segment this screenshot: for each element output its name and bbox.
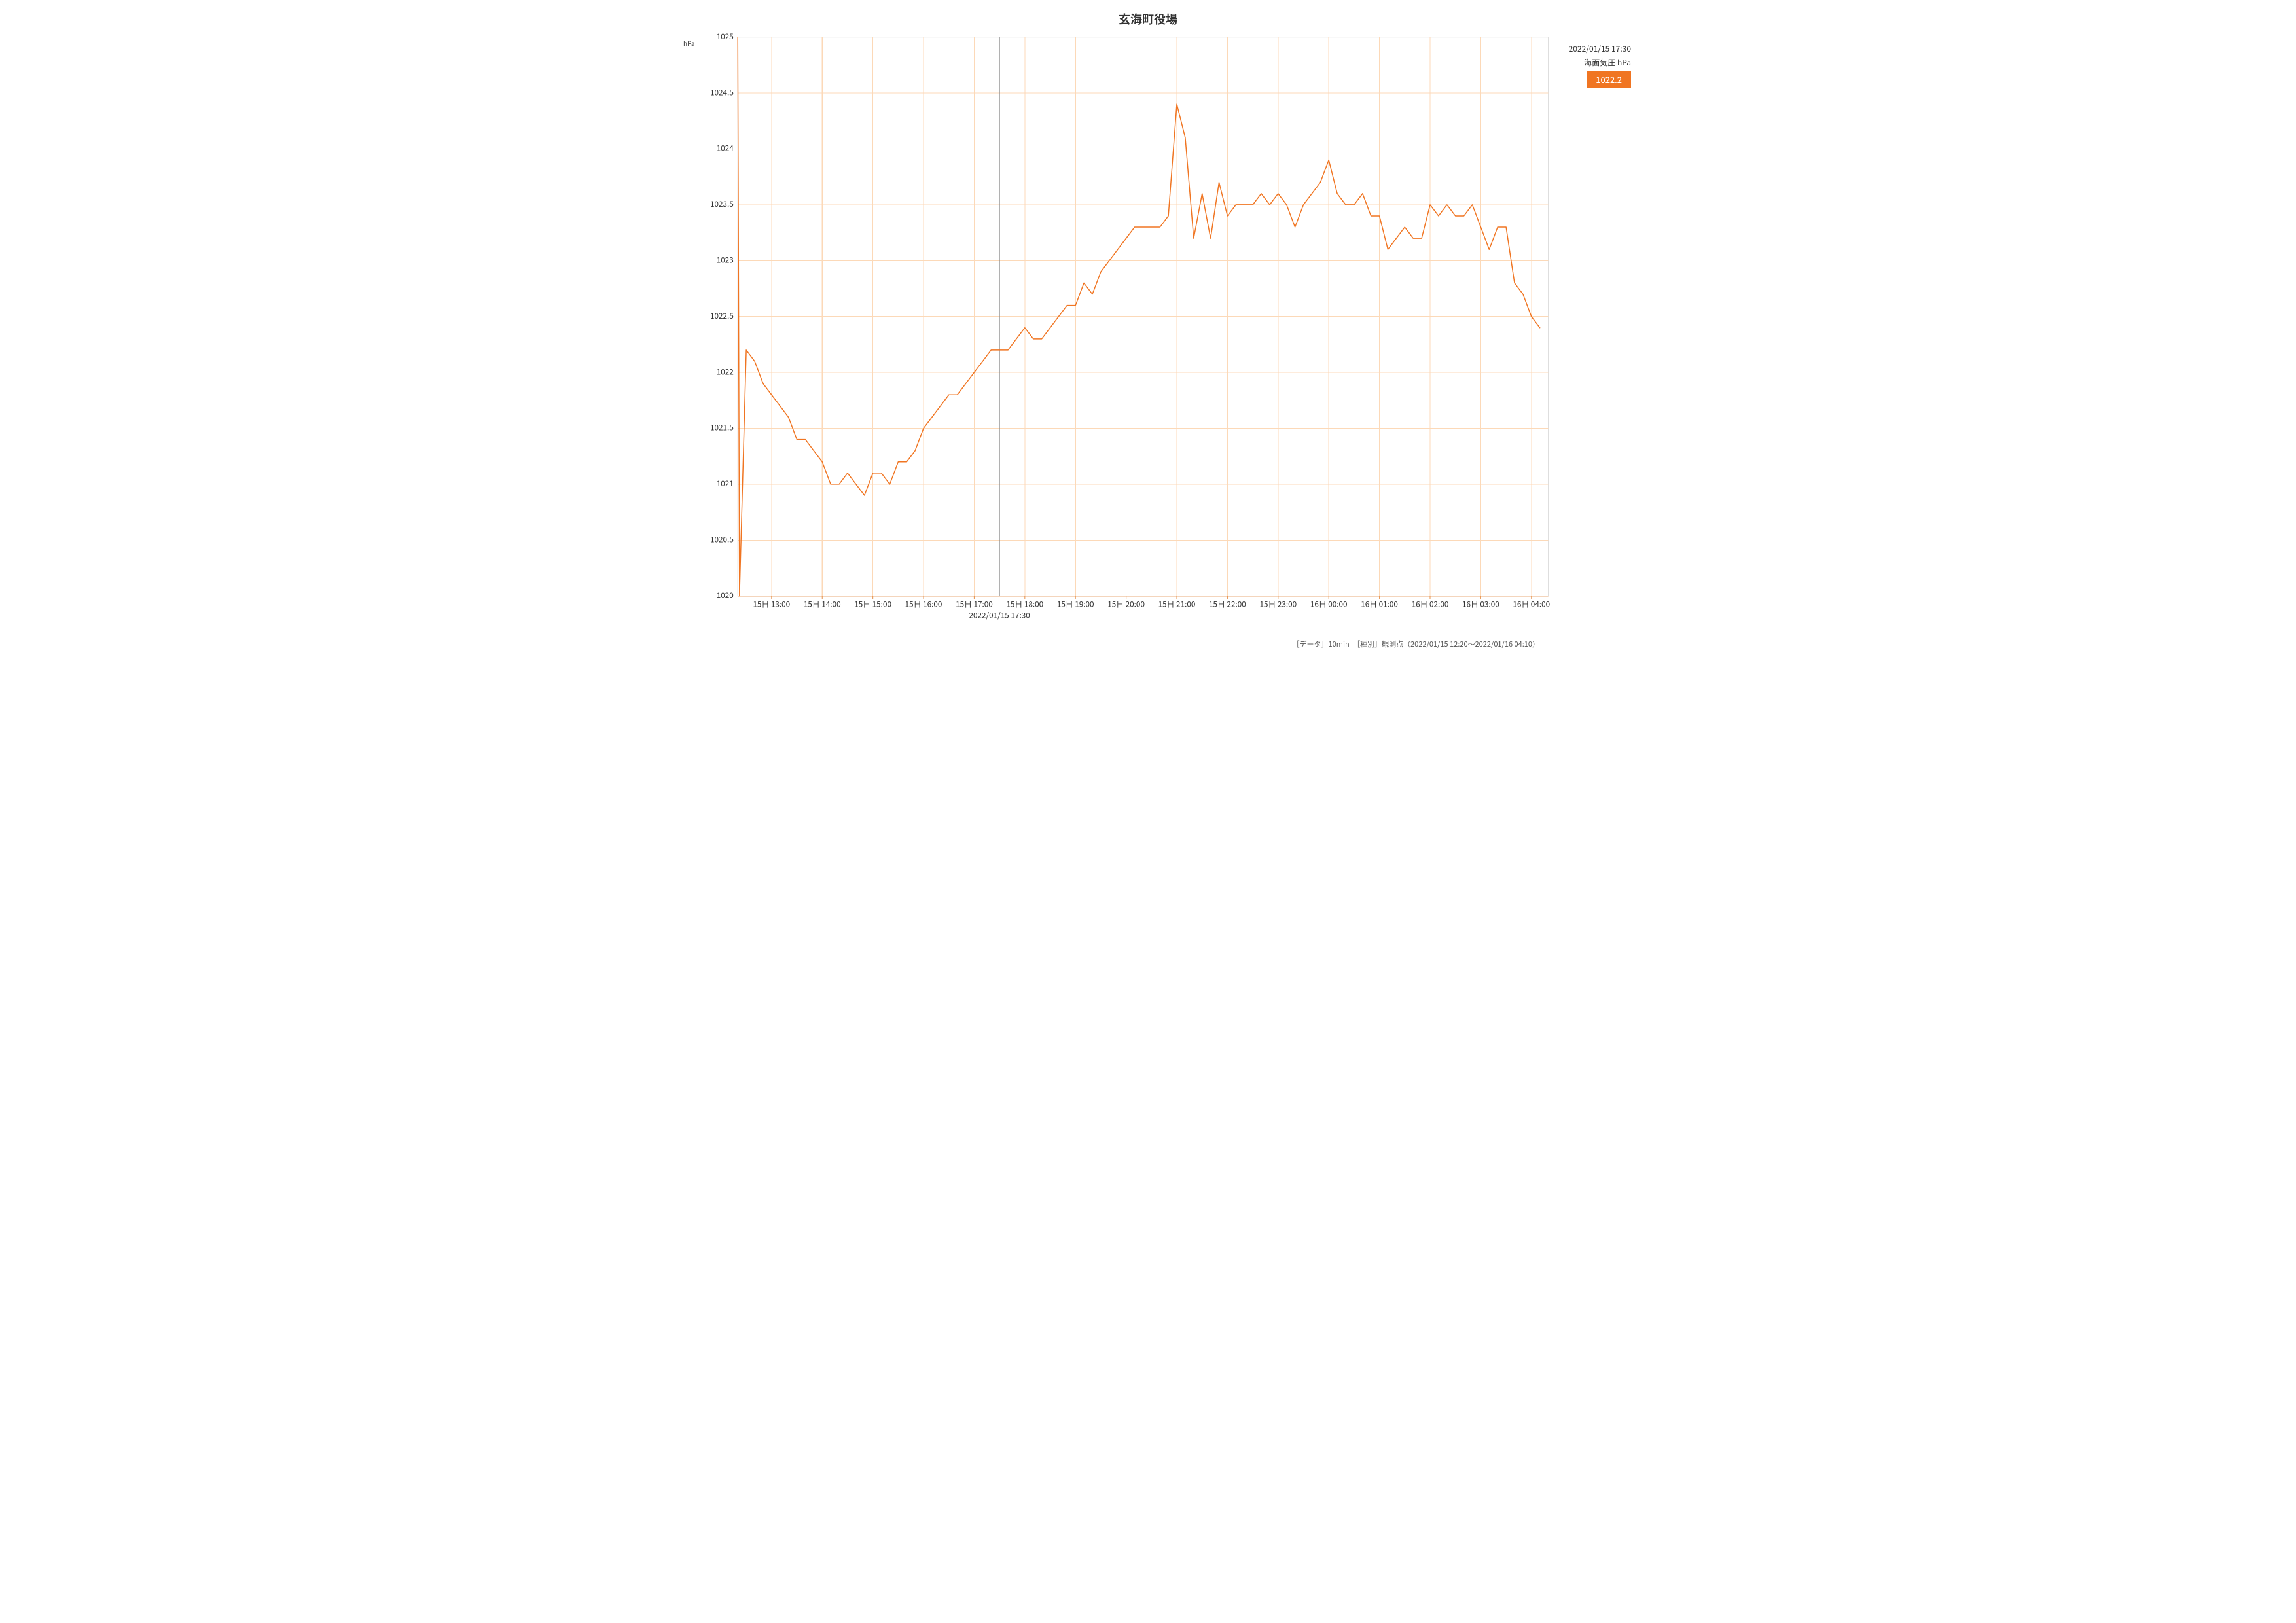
footer-text: ［データ］10min ［種別］観測点（2022/01/15 12:20～2022… [665, 639, 1539, 649]
svg-text:1020.5: 1020.5 [710, 533, 734, 544]
svg-text:15日 13:00: 15日 13:00 [753, 599, 790, 610]
svg-text:15日 23:00: 15日 23:00 [1259, 599, 1297, 610]
svg-text:1021: 1021 [717, 478, 734, 489]
svg-text:15日 16:00: 15日 16:00 [905, 599, 942, 610]
side-timestamp: 2022/01/15 17:30 [1559, 43, 1631, 54]
svg-text:1022.5: 1022.5 [710, 310, 734, 321]
svg-text:16日 01:00: 16日 01:00 [1361, 599, 1398, 610]
svg-text:15日 15:00: 15日 15:00 [854, 599, 891, 610]
svg-text:1024: 1024 [717, 143, 734, 154]
chart-title: 玄海町役場 [665, 10, 1631, 27]
side-series-label: 海面気圧 hPa [1559, 57, 1631, 68]
svg-text:16日 04:00: 16日 04:00 [1513, 599, 1550, 610]
svg-text:2022/01/15 17:30: 2022/01/15 17:30 [969, 610, 1030, 621]
svg-text:16日 00:00: 16日 00:00 [1310, 599, 1348, 610]
svg-text:15日 20:00: 15日 20:00 [1107, 599, 1145, 610]
svg-text:1023: 1023 [717, 254, 734, 265]
svg-text:15日 18:00: 15日 18:00 [1006, 599, 1043, 610]
svg-text:15日 22:00: 15日 22:00 [1209, 599, 1246, 610]
plot-region: hPa 10201020.510211021.510221022.5102310… [704, 30, 1552, 632]
line-chart: 1020 1020.5 1021 1021.5 1022 1022.5 1023 1023.5… [704, 30, 1552, 632]
svg-text:1025: 1025 [717, 31, 734, 42]
y-axis-unit: hPa [683, 38, 695, 48]
svg-text:1024.5: 1024.5 [710, 86, 734, 98]
svg-text:15日 14:00: 15日 14:00 [804, 599, 841, 610]
svg-text:16日 02:00: 16日 02:00 [1412, 599, 1449, 610]
svg-text:16日 03:00: 16日 03:00 [1462, 599, 1499, 610]
side-panel: 2022/01/15 17:30 海面気圧 hPa 1022.2 [1559, 43, 1631, 88]
svg-text:1022: 1022 [717, 366, 734, 377]
svg-text:1023.5: 1023.5 [710, 198, 734, 209]
svg-text:15日 17:00: 15日 17:00 [956, 599, 993, 610]
side-value-badge: 1022.2 [1587, 71, 1631, 88]
svg-text:15日 21:00: 15日 21:00 [1158, 599, 1196, 610]
svg-text:15日 19:00: 15日 19:00 [1057, 599, 1094, 610]
svg-text:1020: 1020 [717, 590, 734, 601]
svg-text:1021.5: 1021.5 [710, 422, 734, 433]
